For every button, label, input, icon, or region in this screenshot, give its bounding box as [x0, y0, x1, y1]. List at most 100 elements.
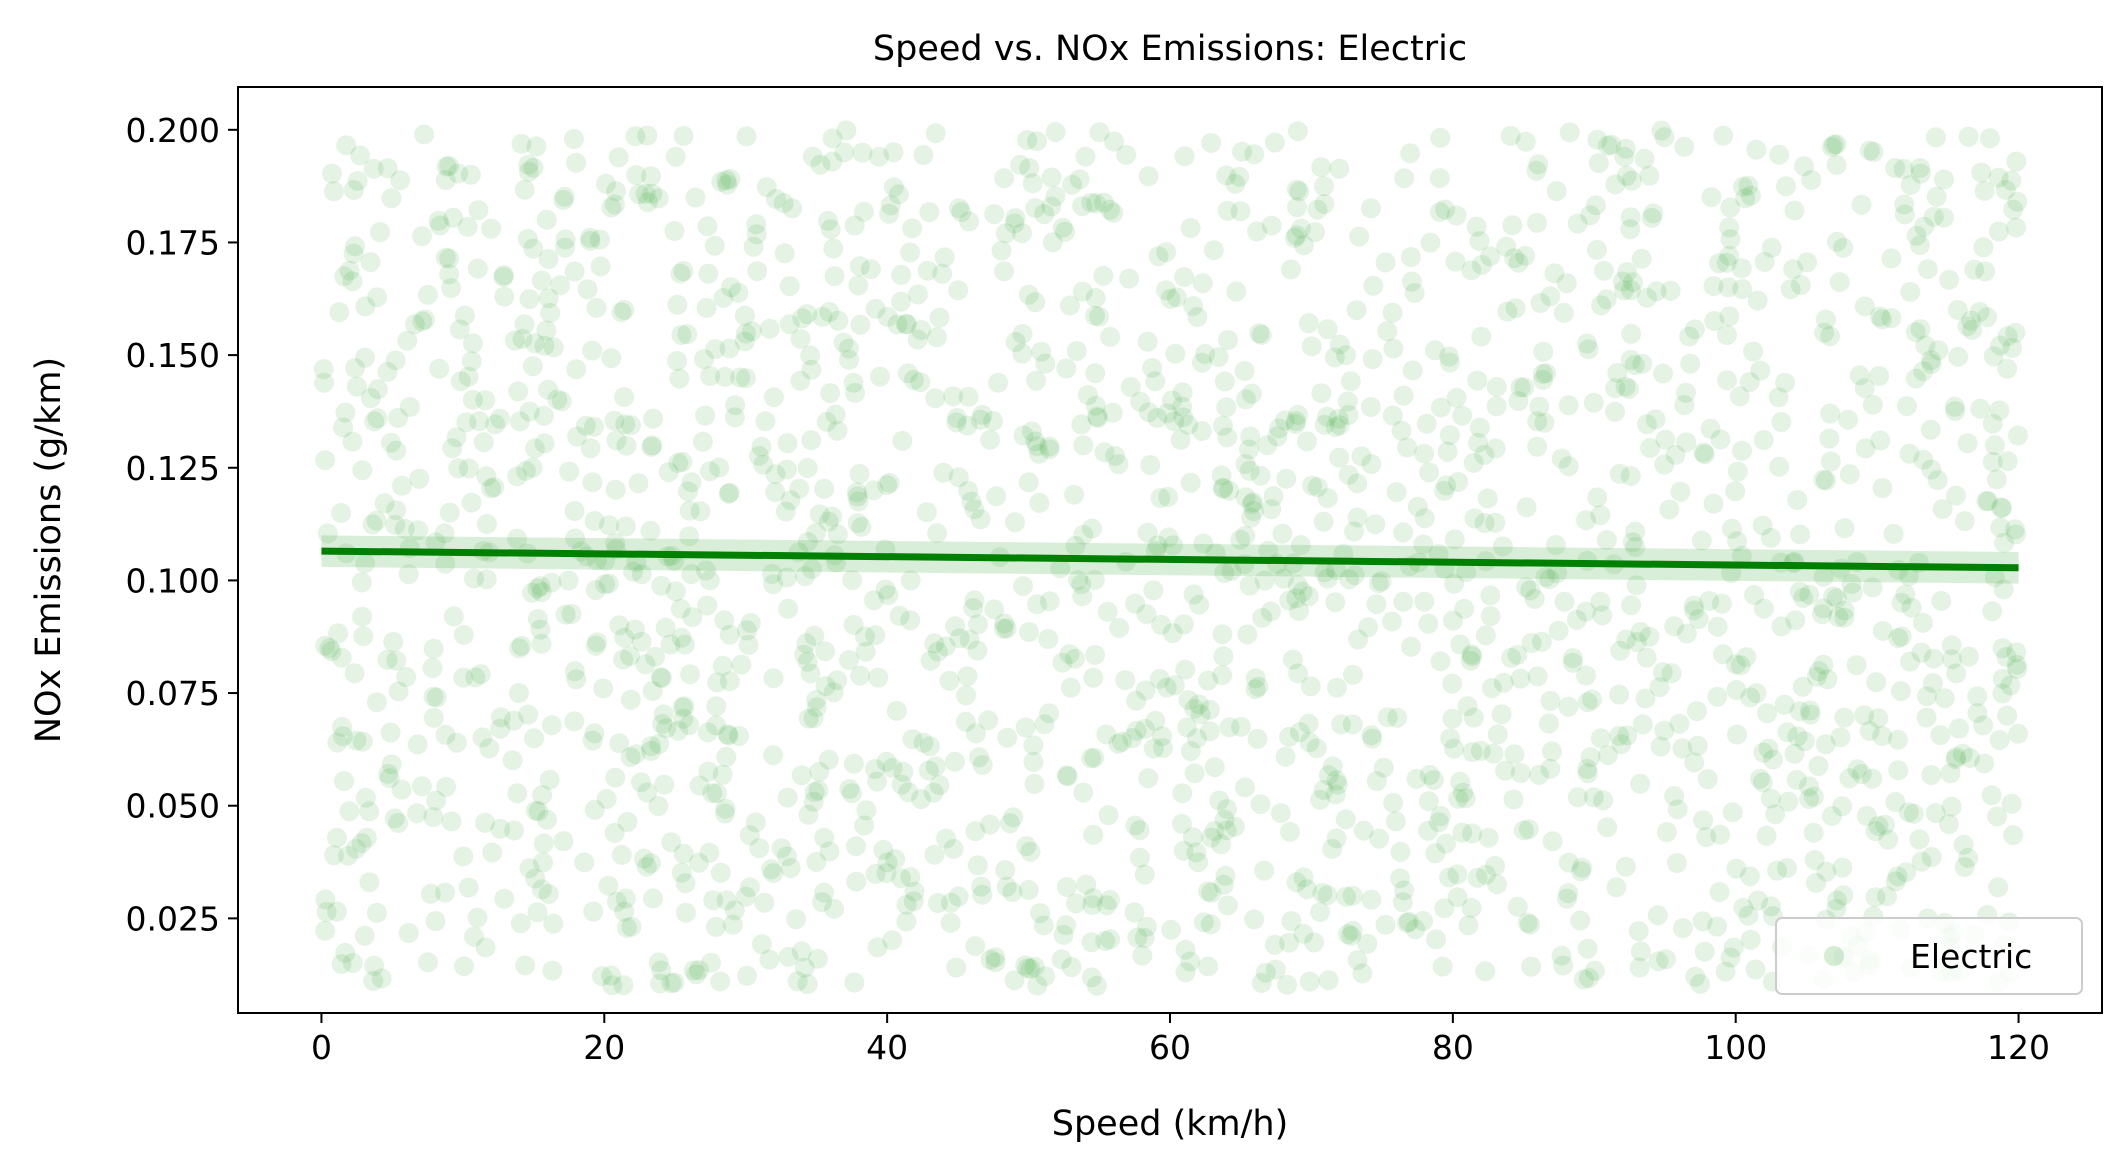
scatter-point — [1217, 427, 1238, 448]
scatter-point — [379, 768, 400, 789]
scatter-point — [949, 198, 969, 219]
scatter-point — [1878, 829, 1899, 850]
scatter-point — [1723, 937, 1744, 958]
scatter-point — [1264, 934, 1285, 955]
scatter-point — [609, 733, 630, 754]
scatter-point — [703, 890, 724, 911]
scatter-point — [965, 936, 986, 957]
scatter-point — [843, 753, 864, 774]
scatter-point — [346, 376, 367, 397]
scatter-point — [1120, 377, 1141, 397]
scatter-point — [1801, 170, 1822, 190]
scatter-point — [1621, 170, 1642, 191]
scatter-point — [1720, 947, 1741, 968]
scatter-point — [776, 567, 797, 588]
scatter-point — [712, 764, 733, 785]
scatter-point — [1305, 222, 1325, 243]
scatter-point — [1235, 525, 1256, 546]
scatter-point — [615, 414, 636, 435]
scatter-point — [1401, 271, 1422, 292]
scatter-point — [891, 291, 911, 312]
scatter-point — [1326, 828, 1347, 849]
scatter-point — [584, 799, 605, 820]
scatter-point — [1045, 186, 1066, 207]
scatter-point — [1429, 168, 1450, 189]
scatter-point — [1593, 260, 1614, 281]
scatter-point — [680, 664, 701, 685]
scatter-point — [377, 649, 398, 670]
scatter-point — [1279, 590, 1300, 611]
scatter-point — [1800, 700, 1820, 721]
scatter-point — [1962, 319, 1983, 340]
scatter-point — [1576, 601, 1596, 622]
scatter-point — [1780, 279, 1801, 300]
scatter-point — [1328, 408, 1349, 429]
scatter-point — [1230, 201, 1251, 222]
scatter-point — [2000, 675, 2021, 696]
scatter-point — [490, 818, 511, 839]
scatter-point — [439, 264, 460, 285]
scatter-point — [380, 722, 401, 743]
scatter-point — [1138, 402, 1159, 423]
scatter-point — [782, 198, 803, 219]
scatter-point — [882, 758, 903, 778]
scatter-point — [1978, 491, 1998, 512]
scatter-point — [1325, 417, 1346, 438]
scatter-point — [656, 718, 677, 739]
scatter-point — [804, 625, 825, 646]
scatter-point — [924, 844, 945, 865]
y-tick-label: 0.150 — [126, 336, 220, 375]
scatter-point — [1502, 215, 1523, 236]
scatter-point — [1394, 880, 1415, 901]
scatter-point — [1597, 817, 1618, 838]
scatter-point — [446, 732, 467, 753]
scatter-point — [1703, 276, 1724, 296]
scatter-point — [1815, 309, 1836, 330]
scatter-point — [946, 412, 967, 433]
scatter-point — [1913, 361, 1934, 382]
scatter-point — [673, 125, 694, 146]
scatter-point — [948, 280, 969, 301]
scatter-point — [1583, 787, 1604, 808]
scatter-point — [797, 304, 818, 325]
scatter-point — [1300, 676, 1321, 697]
scatter-point — [611, 302, 632, 323]
scatter-point — [895, 314, 916, 334]
scatter-point — [1073, 435, 1094, 456]
scatter-point — [327, 732, 348, 753]
scatter-point — [1326, 770, 1347, 791]
scatter-point — [1301, 336, 1322, 357]
scatter-point — [1219, 717, 1240, 738]
scatter-point — [959, 629, 980, 650]
scatter-point — [1533, 341, 1554, 362]
scatter-point — [420, 883, 441, 904]
scatter-point — [1693, 810, 1714, 831]
scatter-point — [798, 804, 819, 825]
scatter-point — [1336, 345, 1356, 366]
scatter-point — [481, 218, 502, 239]
scatter-point — [366, 510, 387, 531]
scatter-point — [481, 478, 501, 499]
scatter-point — [1267, 426, 1288, 447]
scatter-point — [518, 704, 539, 725]
scatter-point — [533, 405, 554, 426]
scatter-point — [475, 812, 496, 833]
scatter-point — [1559, 122, 1580, 143]
scatter-point — [965, 821, 986, 842]
scatter-point — [1896, 862, 1917, 883]
scatter-point — [1127, 927, 1148, 948]
scatter-point — [1019, 622, 1039, 642]
scatter-point — [1337, 924, 1358, 945]
scatter-point — [786, 909, 807, 930]
scatter-point — [1289, 181, 1310, 202]
scatter-point — [1624, 355, 1645, 375]
scatter-point — [1216, 397, 1237, 418]
scatter-point — [1251, 972, 1272, 993]
scatter-point — [1213, 874, 1234, 895]
scatter-point — [670, 263, 691, 284]
scatter-point — [1973, 715, 1994, 736]
scatter-point — [1255, 962, 1276, 983]
scatter-point — [620, 689, 641, 710]
scatter-point — [439, 155, 460, 176]
scatter-point — [1104, 131, 1125, 152]
